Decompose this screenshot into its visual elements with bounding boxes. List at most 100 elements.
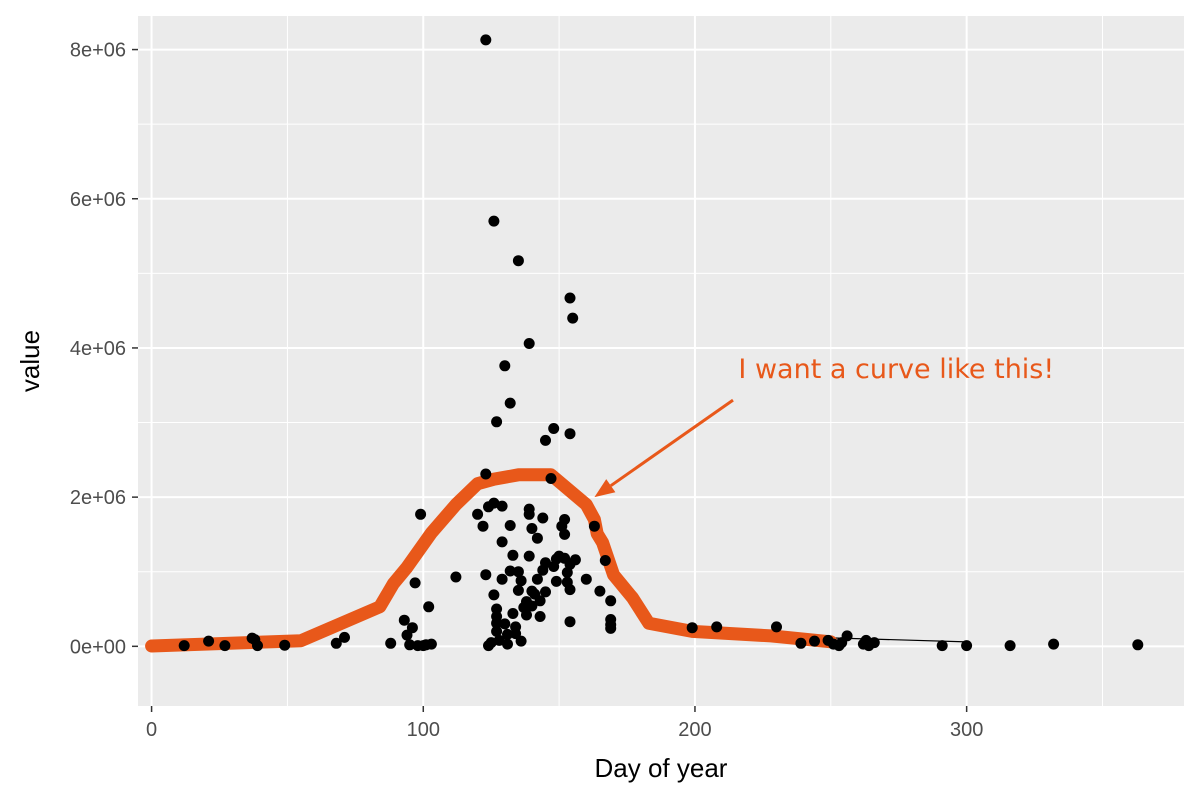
data-point <box>425 638 437 650</box>
y-tick-label: 6e+06 <box>70 189 126 211</box>
data-point <box>515 635 527 647</box>
axis-tick-labels: 0 100 200 300 0e+00 2e+06 4e+06 6e+06 8e+06 <box>70 40 984 741</box>
data-point <box>1048 638 1060 650</box>
annotation: I want a curve like this! <box>594 354 1054 498</box>
grid-lines <box>138 16 1184 706</box>
data-point <box>488 589 500 601</box>
data-point <box>491 416 503 428</box>
data-point <box>480 569 492 581</box>
data-point <box>523 508 535 520</box>
data-point <box>534 611 546 622</box>
data-point <box>1132 639 1144 651</box>
data-point <box>559 514 571 525</box>
data-point <box>507 549 519 561</box>
x-tick-label: 0 <box>146 719 157 741</box>
data-point <box>488 215 500 227</box>
data-point <box>496 500 508 512</box>
data-point <box>385 637 397 649</box>
x-tick-label: 300 <box>950 719 983 741</box>
data-point <box>868 637 880 649</box>
data-point <box>564 428 576 440</box>
data-point <box>564 616 576 628</box>
y-tick-label: 2e+06 <box>70 487 126 509</box>
data-point <box>279 639 291 651</box>
data-point <box>415 508 427 520</box>
data-point <box>841 630 853 642</box>
data-point <box>548 423 560 434</box>
data-point <box>398 614 410 626</box>
data-point <box>502 638 513 650</box>
data-point <box>409 577 421 589</box>
y-axis-title: value <box>15 330 45 392</box>
data-point <box>961 640 973 652</box>
plot-panel <box>138 16 1184 706</box>
data-point <box>526 600 538 612</box>
data-point <box>523 338 535 349</box>
y-tick-label: 0e+00 <box>70 636 126 658</box>
scatter-points <box>178 34 1144 652</box>
data-point <box>521 609 532 621</box>
y-tick-label: 8e+06 <box>70 40 126 62</box>
data-point <box>491 617 503 629</box>
data-point <box>599 555 611 566</box>
data-point <box>711 621 723 633</box>
data-point <box>1004 640 1016 652</box>
data-point <box>252 640 263 652</box>
data-point <box>480 34 492 46</box>
data-point <box>406 622 418 634</box>
data-point <box>588 520 600 532</box>
data-point <box>686 622 698 634</box>
data-point <box>493 634 505 646</box>
data-point <box>512 566 524 578</box>
data-point <box>480 468 492 480</box>
data-point <box>404 639 416 651</box>
annotation-arrow <box>609 398 734 487</box>
data-point <box>936 640 948 652</box>
data-point <box>531 573 543 585</box>
data-point <box>472 508 484 520</box>
x-axis-title: Day of year <box>595 753 728 783</box>
data-point <box>559 528 571 540</box>
data-point <box>526 523 538 534</box>
data-point <box>496 536 508 548</box>
annotation-text: I want a curve like this! <box>738 354 1054 385</box>
data-point <box>330 637 342 649</box>
data-point <box>512 584 524 596</box>
data-point <box>504 397 516 409</box>
data-point <box>605 622 617 634</box>
data-point <box>504 520 516 531</box>
data-point <box>537 512 549 524</box>
data-point <box>540 586 551 598</box>
data-point <box>477 520 489 532</box>
data-point <box>545 473 557 484</box>
axis-ticks <box>132 48 968 712</box>
data-point <box>567 312 579 324</box>
data-point <box>219 640 231 652</box>
data-point <box>569 554 581 566</box>
data-point <box>523 550 535 562</box>
x-tick-label: 100 <box>407 719 440 741</box>
data-point <box>540 434 551 446</box>
data-point <box>771 621 782 633</box>
data-point <box>499 618 511 630</box>
data-point <box>178 640 190 652</box>
data-point <box>540 557 551 569</box>
data-point <box>203 635 215 647</box>
data-point <box>550 575 562 587</box>
data-point <box>507 608 519 619</box>
data-point <box>809 635 820 647</box>
data-point <box>491 625 503 637</box>
data-point <box>531 532 543 544</box>
data-point <box>512 255 524 267</box>
data-point <box>605 595 617 607</box>
annotation-arrow-head <box>594 479 616 498</box>
data-point <box>499 360 511 372</box>
data-point <box>564 584 576 596</box>
data-point <box>423 601 435 613</box>
data-point <box>580 573 592 585</box>
data-point <box>504 565 516 577</box>
data-point <box>450 571 462 583</box>
data-point <box>339 631 350 643</box>
y-tick-label: 4e+06 <box>70 338 126 360</box>
